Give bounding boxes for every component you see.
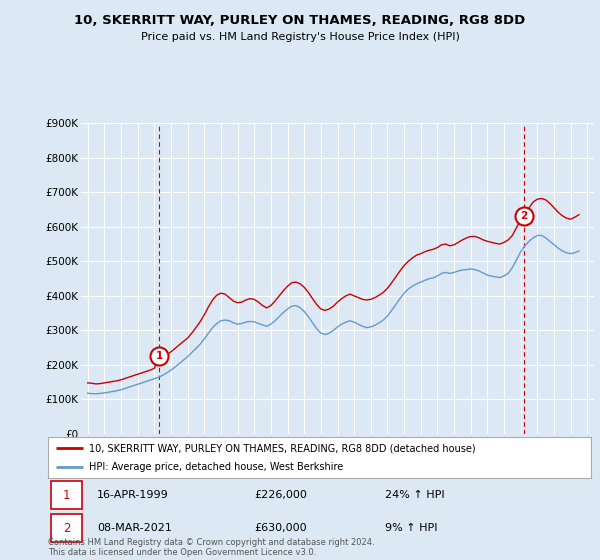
Text: HPI: Average price, detached house, West Berkshire: HPI: Average price, detached house, West…: [89, 462, 343, 472]
Text: 1: 1: [155, 351, 163, 361]
Text: Price paid vs. HM Land Registry's House Price Index (HPI): Price paid vs. HM Land Registry's House …: [140, 32, 460, 43]
Text: 24% ↑ HPI: 24% ↑ HPI: [385, 490, 444, 500]
Text: Contains HM Land Registry data © Crown copyright and database right 2024.
This d: Contains HM Land Registry data © Crown c…: [48, 538, 374, 557]
Text: £630,000: £630,000: [254, 523, 307, 533]
FancyBboxPatch shape: [51, 515, 82, 542]
Text: 9% ↑ HPI: 9% ↑ HPI: [385, 523, 437, 533]
Text: 1: 1: [63, 488, 70, 502]
FancyBboxPatch shape: [51, 482, 82, 508]
Text: 08-MAR-2021: 08-MAR-2021: [97, 523, 172, 533]
Text: 10, SKERRITT WAY, PURLEY ON THAMES, READING, RG8 8DD (detached house): 10, SKERRITT WAY, PURLEY ON THAMES, READ…: [89, 444, 475, 453]
Text: 2: 2: [63, 521, 70, 535]
Text: 10, SKERRITT WAY, PURLEY ON THAMES, READING, RG8 8DD: 10, SKERRITT WAY, PURLEY ON THAMES, READ…: [74, 14, 526, 27]
Text: 2: 2: [520, 212, 527, 221]
Text: 16-APR-1999: 16-APR-1999: [97, 490, 169, 500]
Text: £226,000: £226,000: [254, 490, 307, 500]
